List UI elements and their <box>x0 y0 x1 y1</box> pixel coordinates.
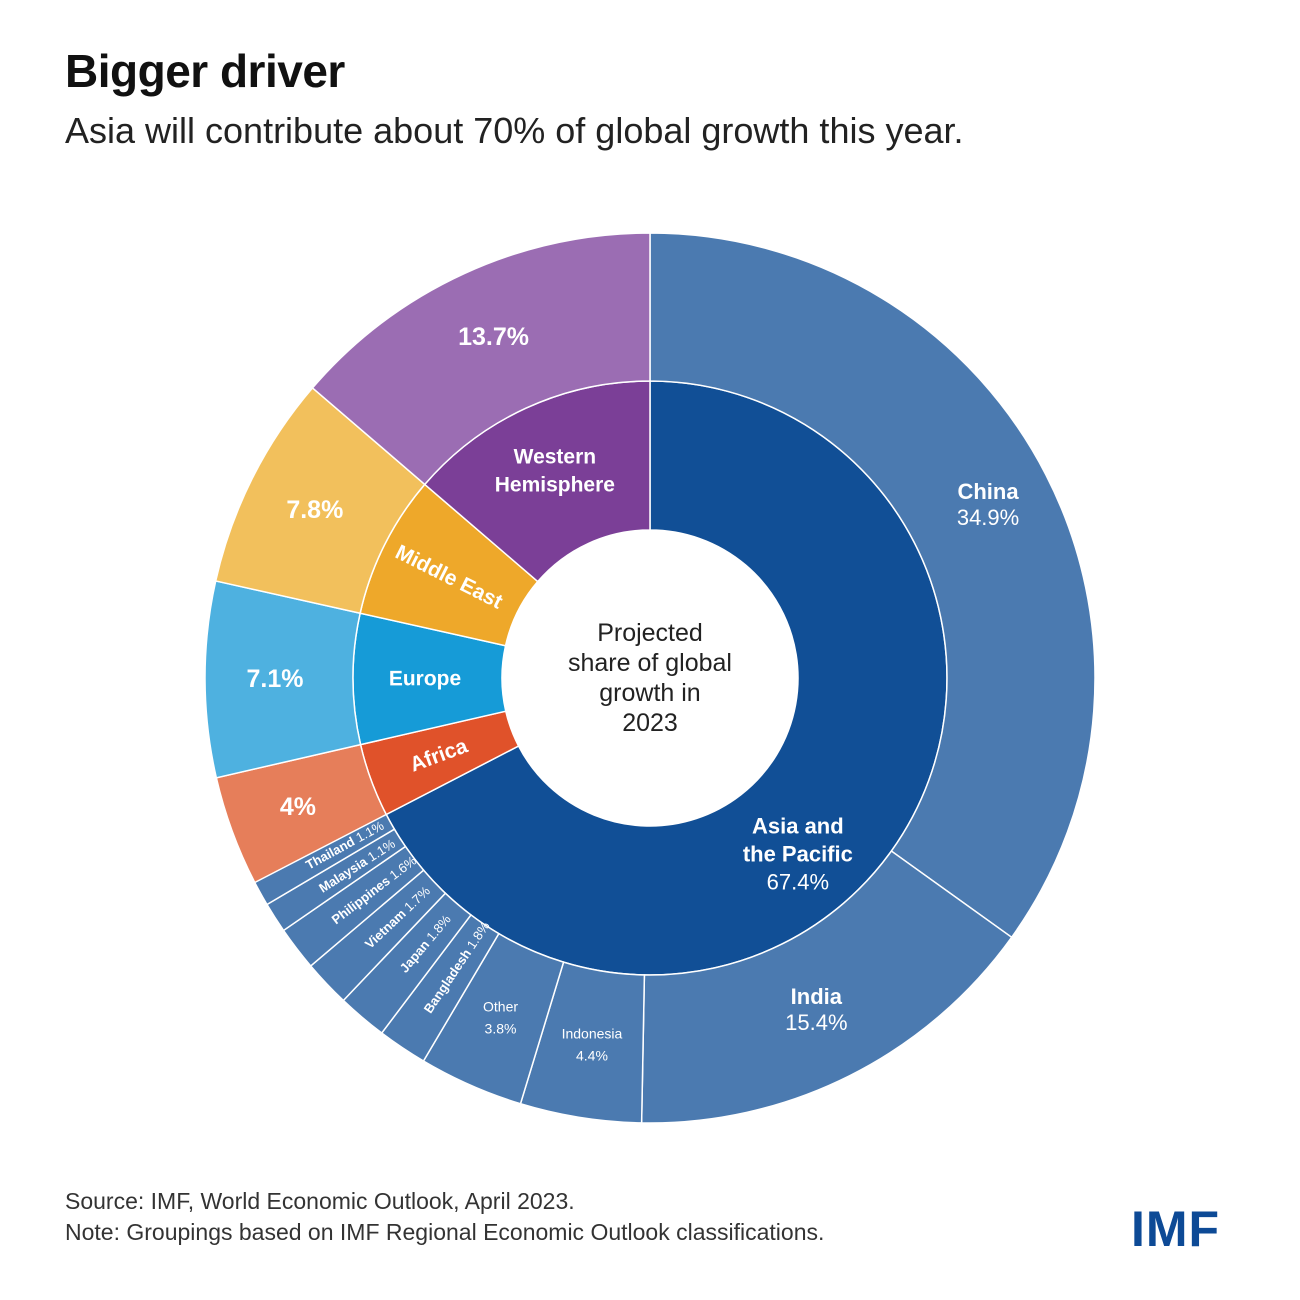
outer-wedge-western-hemisphere <box>311 232 651 486</box>
center-label-line: Projected <box>597 619 703 647</box>
region-value-middle-east: 7.8% <box>286 496 343 524</box>
classification-note: Note: Groupings based on IMF Regional Ec… <box>65 1219 825 1245</box>
region-value-asia-and-the-pacific: 67.4% <box>767 870 829 895</box>
source-note: Source: IMF, World Economic Outlook, Apr… <box>65 1188 575 1214</box>
region-value-western-hemisphere: 13.7% <box>458 323 529 351</box>
center-label-line: 2023 <box>622 709 678 737</box>
region-label-western-hemisphere: Western <box>514 445 596 468</box>
country-label-other: Other <box>483 999 518 1015</box>
country-value-china: 34.9% <box>957 505 1019 530</box>
center-label-line: share of global <box>568 649 732 677</box>
country-value-indonesia: 4.4% <box>576 1047 608 1063</box>
outer-wedge-china <box>649 232 1096 939</box>
country-value-india: 15.4% <box>785 1010 847 1035</box>
chart-title: Bigger driver <box>65 45 345 97</box>
chart-subtitle: Asia will contribute about 70% of global… <box>65 110 964 151</box>
region-label-asia-and-the-pacific: Asia and <box>752 814 844 839</box>
country-label-india: India <box>791 984 843 1009</box>
center-label-line: growth in <box>599 679 700 707</box>
region-label-western-hemisphere: Hemisphere <box>495 473 615 496</box>
wedges <box>204 232 1096 1124</box>
country-value-other: 3.8% <box>485 1021 517 1037</box>
chart-footer: Source: IMF, World Economic Outlook, Apr… <box>65 1186 824 1248</box>
country-label-china: China <box>957 479 1019 504</box>
country-label-indonesia: Indonesia <box>562 1025 623 1041</box>
region-value-europe: 7.1% <box>247 665 304 693</box>
region-label-europe: Europe <box>389 667 461 690</box>
imf-logo: IMF <box>1131 1201 1221 1257</box>
region-label-asia-and-the-pacific: the Pacific <box>743 842 853 867</box>
region-value-africa: 4% <box>280 793 316 821</box>
